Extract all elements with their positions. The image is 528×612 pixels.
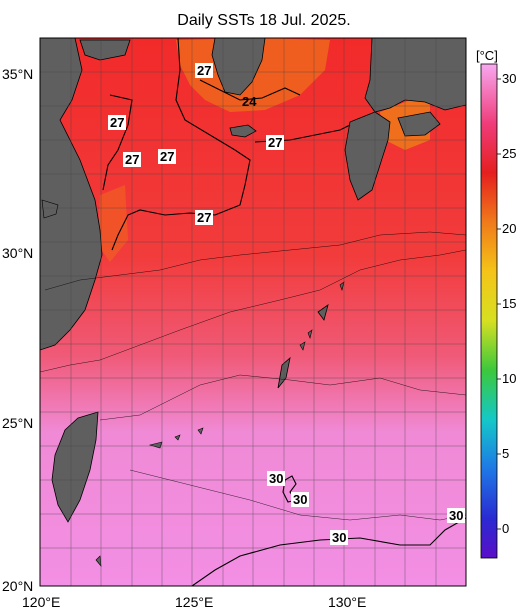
isotherm-27-coast <box>102 94 133 191</box>
jeju-island <box>229 124 257 138</box>
colorbar-tick: 15 <box>502 296 517 311</box>
shikoku <box>397 111 441 137</box>
thin-contour-1 <box>40 249 466 373</box>
taiwan <box>51 411 99 523</box>
lat-label-20n: 20°N <box>2 578 34 594</box>
colorbar-tick: 25 <box>502 146 517 161</box>
shandong-peninsula <box>79 39 131 61</box>
zhoushan-islands <box>41 199 59 219</box>
thin-contour-2 <box>99 374 466 421</box>
colorbar-tick: 20 <box>502 221 517 236</box>
isotherm-label: 24 <box>242 94 257 109</box>
sakishima-islands <box>148 427 204 449</box>
colorbar-tick: 30 <box>502 71 517 86</box>
thin-contour-4 <box>129 469 466 521</box>
colorbar <box>480 63 498 559</box>
colorbar-tick: 10 <box>502 371 517 386</box>
lat-label-35n: 35°N <box>2 66 34 82</box>
colorbar-tick: 0 <box>502 521 510 536</box>
amami-island <box>317 304 329 321</box>
korea-peninsula <box>211 38 266 96</box>
isotherm-label: 27 <box>266 135 285 150</box>
isotherm-label: 27 <box>158 149 177 164</box>
isotherm-label: 30 <box>291 492 310 507</box>
lat-label-30n: 30°N <box>2 245 34 261</box>
isotherm-label: 27 <box>195 210 214 225</box>
lon-label-125e: 125°E <box>175 594 214 610</box>
map-title: Daily SSTs 18 Jul. 2025. <box>177 12 351 29</box>
tokara-islands <box>299 281 345 351</box>
kyushu <box>344 111 391 201</box>
cool-coastal-water-china <box>98 185 128 262</box>
colorbar-unit: [°C] <box>476 48 498 63</box>
isotherm-label: 27 <box>195 63 214 78</box>
lon-label-130e: 130°E <box>328 594 367 610</box>
thin-contour-3 <box>44 231 466 291</box>
isotherm-label: 27 <box>108 115 127 130</box>
yaeyama-small <box>95 555 102 567</box>
isotherm-label: 30 <box>267 471 286 486</box>
map-frame <box>39 37 467 587</box>
lat-label-25n: 25°N <box>2 415 34 431</box>
isotherm-label: 30 <box>447 508 466 523</box>
isotherm-label: 30 <box>330 530 349 545</box>
isotherm-27-north <box>111 38 251 251</box>
lon-label-120e: 120°E <box>22 594 61 610</box>
colorbar-tick: 5 <box>502 446 510 461</box>
honshu <box>364 38 466 113</box>
isotherm-24 <box>199 79 301 101</box>
isotherm-label: 27 <box>123 152 142 167</box>
